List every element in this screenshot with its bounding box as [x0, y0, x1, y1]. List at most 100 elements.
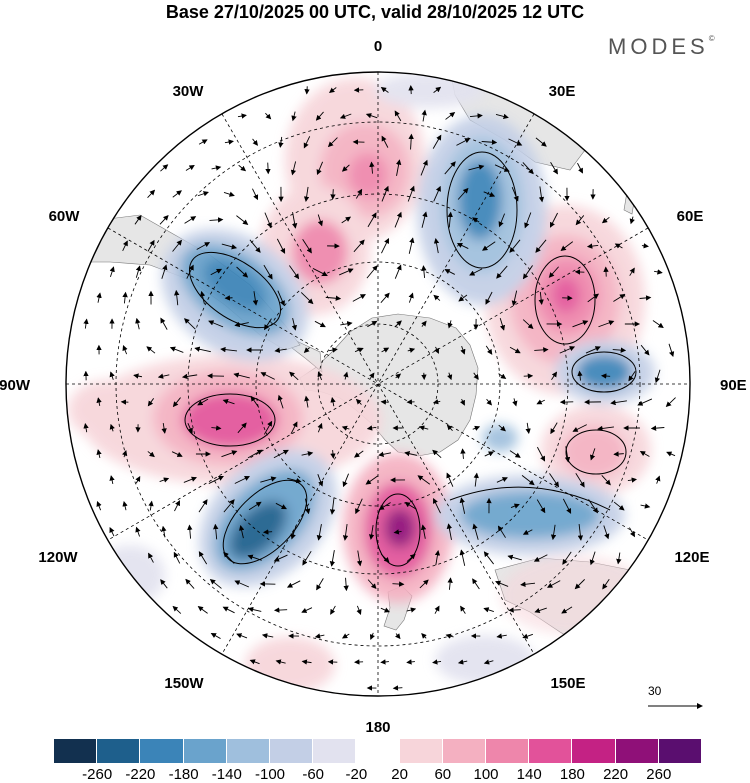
- wind-vector: [575, 215, 585, 226]
- wind-vector: [109, 266, 115, 278]
- wind-vector: [610, 399, 627, 406]
- wind-vector: [612, 347, 627, 353]
- wind-vector: [159, 477, 170, 483]
- wind-vector: [304, 86, 310, 95]
- lon-label-180: 180: [365, 719, 390, 736]
- wind-vector: [533, 554, 548, 562]
- wind-vector: [496, 477, 508, 483]
- wind-vector: [135, 526, 141, 537]
- wind-vector: [247, 606, 262, 613]
- wind-vector: [301, 659, 312, 665]
- colorbar-swatch: [486, 739, 530, 763]
- wind-vector: [316, 161, 324, 176]
- wind-vector: [213, 523, 219, 540]
- wind-vector: [367, 212, 377, 228]
- wind-vector: [147, 398, 155, 407]
- wind-vector: [407, 185, 415, 202]
- wind-vector: [356, 605, 362, 615]
- wind-vector: [456, 138, 471, 146]
- colorbar-tick-label: 260: [646, 766, 672, 783]
- colorbar-swatch: [442, 739, 487, 763]
- wind-vector: [668, 343, 675, 358]
- wind-vector: [483, 659, 494, 665]
- colorbar-tick-label: -60: [302, 766, 325, 783]
- wind-vector: [273, 607, 288, 613]
- wind-vector: [601, 475, 611, 486]
- wind-vector: [316, 578, 324, 591]
- wind-vector: [522, 633, 533, 639]
- colorbar-swatch: [356, 739, 400, 763]
- wind-vector: [291, 318, 297, 331]
- wind-vector: [290, 161, 297, 176]
- wind-vector: [352, 294, 366, 302]
- wind-vector: [496, 633, 507, 639]
- wind-vector: [277, 394, 284, 409]
- wind-vector: [263, 264, 273, 280]
- wind-vector: [199, 290, 206, 305]
- wind-vector: [234, 580, 250, 588]
- brand-logo: MODES©: [608, 34, 715, 60]
- wind-vector: [261, 633, 274, 639]
- wind-vector: [185, 578, 195, 589]
- colorbar-swatch: [529, 739, 573, 763]
- wind-vector: [575, 472, 585, 488]
- colorbar-swatch: [615, 739, 659, 763]
- colorbar-tick-label: -20: [345, 766, 368, 783]
- wind-vector: [444, 269, 455, 275]
- wind-vector: [432, 449, 442, 459]
- wind-vector: [434, 346, 439, 354]
- wind-vector: [181, 373, 198, 380]
- wind-vector: [247, 449, 263, 459]
- wind-vector: [535, 239, 547, 253]
- wind-vector: [520, 581, 536, 587]
- wind-vector: [304, 395, 310, 408]
- wind-vector: [161, 525, 167, 538]
- wind-vector: [343, 577, 349, 592]
- wind-vector: [291, 111, 297, 122]
- wind-vector: [237, 113, 247, 119]
- wind-vector: [340, 321, 353, 327]
- wind-vector: [483, 191, 496, 197]
- wind-vector: [122, 345, 128, 355]
- wind-vector: [238, 164, 247, 172]
- wind-vector: [562, 498, 572, 514]
- wind-vector: [96, 501, 102, 511]
- wind-vector: [263, 420, 273, 435]
- wind-vector: [223, 499, 235, 513]
- wind-vector: [264, 318, 272, 331]
- wind-vector: [494, 164, 510, 172]
- wind-vector: [602, 579, 610, 590]
- wind-vector: [495, 580, 509, 587]
- colorbar-tick-label: 220: [603, 766, 629, 783]
- wind-vector: [289, 265, 300, 280]
- wind-vector: [236, 215, 249, 225]
- wind-vector: [194, 346, 211, 353]
- wind-vector: [317, 371, 323, 381]
- wind-vector: [521, 474, 535, 486]
- wind-vector: [562, 551, 572, 565]
- wind-vector: [497, 525, 506, 538]
- wind-vector: [511, 290, 518, 307]
- wind-vector: [300, 292, 314, 305]
- wind-vector: [460, 605, 466, 614]
- wind-vector: [499, 317, 506, 331]
- wind-vector: [277, 290, 285, 307]
- wind-vector: [247, 554, 262, 561]
- lon-label-60w: 60W: [49, 208, 81, 225]
- wind-vector: [208, 320, 224, 328]
- wind-vector: [252, 291, 259, 306]
- wind-vector: [278, 136, 284, 148]
- wind-vector: [96, 292, 102, 303]
- wind-vector: [639, 451, 650, 457]
- wind-vector: [160, 317, 168, 330]
- wind-vector: [237, 422, 247, 434]
- wind-vector: [577, 162, 583, 174]
- wind-vector: [510, 503, 520, 509]
- wind-vector: [249, 659, 260, 665]
- wind-vector: [161, 422, 167, 434]
- wind-vector: [197, 398, 209, 406]
- wind-vector: [355, 498, 363, 515]
- wind-vector: [613, 451, 624, 457]
- wind-vector: [473, 372, 479, 380]
- wind-vector: [317, 214, 323, 227]
